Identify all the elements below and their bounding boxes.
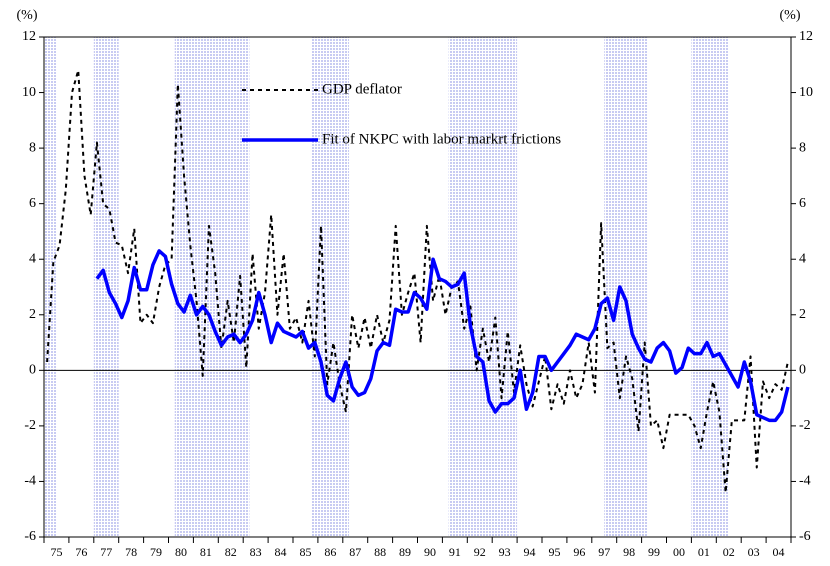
shaded-period: [44, 37, 57, 537]
x-tick-label: 03: [748, 545, 760, 559]
x-tick-label: 98: [623, 545, 635, 559]
shaded-period: [604, 37, 648, 537]
x-tick-label: 86: [324, 545, 336, 559]
x-tick-label: 00: [673, 545, 685, 559]
y-tick-label: 10: [22, 85, 36, 100]
y-tick-label: 12: [22, 29, 36, 44]
legend-label: Fit of NKPC with labor markrt frictions: [322, 131, 561, 147]
x-tick-label: 85: [299, 545, 311, 559]
y2-tick-label: 6: [799, 196, 806, 211]
y2-tick-label: 2: [799, 307, 806, 322]
y-unit-label: (%): [17, 8, 38, 23]
y-tick-label: 0: [29, 363, 36, 378]
x-tick-label: 02: [723, 545, 735, 559]
y2-unit-label: (%): [780, 8, 801, 23]
y-tick-label: 8: [29, 140, 36, 155]
x-tick-label: 97: [598, 545, 610, 559]
y2-tick-label: -4: [799, 474, 811, 489]
y2-tick-label: 0: [799, 363, 806, 378]
x-tick-label: 94: [524, 545, 536, 559]
x-tick-label: 75: [50, 545, 62, 559]
shaded-period: [691, 37, 729, 537]
x-tick-label: 89: [399, 545, 411, 559]
x-tick-label: 01: [698, 545, 710, 559]
x-tick-label: 88: [374, 545, 386, 559]
x-tick-label: 84: [275, 545, 287, 559]
y2-tick-label: -6: [799, 529, 811, 544]
x-tick-label: 80: [175, 545, 187, 559]
x-tick-label: 76: [75, 545, 87, 559]
series-line: [95, 249, 790, 423]
x-tick-label: 90: [424, 545, 436, 559]
shaded-period: [448, 37, 518, 537]
series-line: [46, 69, 789, 494]
y-tick-label: -2: [24, 418, 36, 433]
x-tick-label: 92: [474, 545, 486, 559]
x-tick-label: 82: [225, 545, 237, 559]
x-tick-label: 77: [100, 545, 112, 559]
y2-tick-label: 8: [799, 140, 806, 155]
y2-tick-label: 4: [799, 251, 806, 266]
y2-tick-label: 12: [799, 29, 813, 44]
x-tick-label: 99: [648, 545, 660, 559]
y-tick-label: 6: [29, 196, 36, 211]
x-tick-label: 95: [548, 545, 560, 559]
legend-label: GDP deflator: [322, 81, 402, 97]
y2-tick-label: -2: [799, 418, 811, 433]
x-tick-label: 93: [499, 545, 511, 559]
x-tick-label: 81: [200, 545, 212, 559]
shaded-period: [311, 37, 350, 537]
x-tick-label: 91: [449, 545, 461, 559]
y-tick-label: -4: [24, 474, 36, 489]
x-tick-label: 83: [250, 545, 262, 559]
x-tick-label: 87: [349, 545, 361, 559]
y-tick-label: -6: [24, 529, 36, 544]
shaded-period: [174, 37, 250, 537]
y2-tick-label: 10: [799, 85, 813, 100]
y-tick-label: 2: [29, 307, 36, 322]
x-tick-label: 79: [150, 545, 162, 559]
x-tick-label: 78: [125, 545, 137, 559]
x-tick-label: 04: [773, 545, 785, 559]
x-tick-label: 96: [573, 545, 585, 559]
plot-frame: [43, 36, 792, 538]
y-tick-label: 4: [29, 251, 36, 266]
